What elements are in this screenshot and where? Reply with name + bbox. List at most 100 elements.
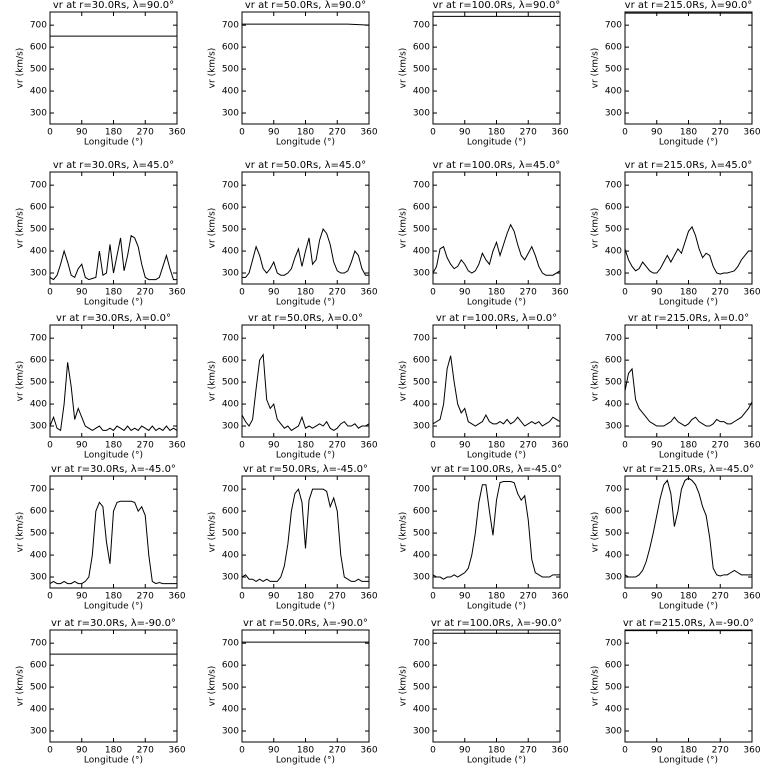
data-line <box>242 228 369 278</box>
x-tick-label: 270 <box>712 592 729 602</box>
plot-frame <box>432 629 561 743</box>
y-tick-label: 600 <box>605 507 622 517</box>
y-tick-label: 700 <box>605 181 622 191</box>
y-axis-label: vr (km/s) <box>208 666 218 707</box>
x-tick-label: 360 <box>168 288 185 298</box>
x-tick-label: 0 <box>430 288 436 298</box>
y-tick-label: 300 <box>30 573 47 583</box>
x-axis-label: Longitude (°) <box>467 756 526 766</box>
x-tick-label: 180 <box>680 441 697 451</box>
x-tick-label: 270 <box>137 746 154 756</box>
y-tick-label: 600 <box>605 356 622 366</box>
y-tick-label: 700 <box>30 21 47 31</box>
x-tick-label: 360 <box>360 441 377 451</box>
chart-title: vr at r=30.0Rs, λ=0.0° <box>56 313 171 324</box>
y-tick-label: 600 <box>413 507 430 517</box>
x-tick-label: 270 <box>712 288 729 298</box>
plot-frame <box>49 324 178 438</box>
x-tick-label: 0 <box>430 746 436 756</box>
y-tick-label: 600 <box>222 507 239 517</box>
x-tick-label: 180 <box>105 288 122 298</box>
y-tick-label: 500 <box>605 378 622 388</box>
data-line <box>241 353 370 432</box>
y-tick-label: 700 <box>222 485 239 495</box>
chart-title: vr at r=30.0Rs, λ=45.0° <box>53 160 174 171</box>
x-axis-label: Longitude (°) <box>467 138 526 148</box>
chart-title: vr at r=215.0Rs, λ=-45.0° <box>623 464 754 475</box>
x-tick-label: 180 <box>488 592 505 602</box>
y-tick-label: 400 <box>413 400 430 410</box>
chart-title: vr at r=30.0Rs, λ=90.0° <box>53 0 174 11</box>
x-axis-label: Longitude (°) <box>84 451 143 461</box>
y-tick-label: 500 <box>30 529 47 539</box>
x-axis-label: Longitude (°) <box>276 138 335 148</box>
y-tick-label: 600 <box>413 661 430 671</box>
plot-frame <box>624 324 753 438</box>
x-tick-label: 360 <box>551 128 568 138</box>
plot-frame <box>432 475 561 589</box>
x-tick-label: 0 <box>622 746 628 756</box>
y-tick-label: 300 <box>413 727 430 737</box>
plot-frame <box>241 475 370 589</box>
y-tick-label: 300 <box>605 422 622 432</box>
x-axis-label: Longitude (°) <box>276 756 335 766</box>
x-tick-label: 360 <box>551 288 568 298</box>
x-tick-label: 0 <box>622 441 628 451</box>
y-tick-label: 300 <box>222 573 239 583</box>
y-tick-label: 400 <box>222 87 239 97</box>
y-tick-label: 400 <box>413 705 430 715</box>
x-axis-label: Longitude (°) <box>467 602 526 612</box>
x-axis-label: Longitude (°) <box>659 298 718 308</box>
chart-title: vr at r=215.0Rs, λ=45.0° <box>625 160 753 171</box>
x-tick-label: 0 <box>47 746 53 756</box>
y-tick-label: 300 <box>222 269 239 279</box>
x-tick-label: 360 <box>168 746 185 756</box>
y-tick-label: 700 <box>222 181 239 191</box>
y-tick-label: 700 <box>605 639 622 649</box>
plot-frame <box>241 629 370 743</box>
x-axis-label: Longitude (°) <box>467 451 526 461</box>
x-axis-label: Longitude (°) <box>659 138 718 148</box>
chart-title: vr at r=215.0Rs, λ=-90.0° <box>623 618 754 629</box>
x-tick-label: 180 <box>105 128 122 138</box>
x-tick-label: 180 <box>488 288 505 298</box>
x-tick-label: 180 <box>297 592 314 602</box>
y-tick-label: 500 <box>30 225 47 235</box>
x-axis-label: Longitude (°) <box>276 602 335 612</box>
x-tick-label: 270 <box>520 128 537 138</box>
y-tick-label: 500 <box>413 65 430 75</box>
data-line <box>241 488 369 583</box>
y-axis-label: vr (km/s) <box>399 666 409 707</box>
y-tick-label: 600 <box>222 356 239 366</box>
y-tick-label: 300 <box>413 422 430 432</box>
y-tick-label: 600 <box>30 43 47 53</box>
y-axis-label: vr (km/s) <box>591 512 601 553</box>
x-tick-label: 90 <box>268 128 280 138</box>
chart-title: vr at r=50.0Rs, λ=90.0° <box>245 0 366 11</box>
y-tick-label: 600 <box>605 43 622 53</box>
y-axis-label: vr (km/s) <box>16 361 26 402</box>
x-tick-label: 180 <box>488 441 505 451</box>
x-tick-label: 90 <box>459 746 471 756</box>
x-tick-label: 90 <box>651 288 663 298</box>
y-tick-label: 300 <box>222 109 239 119</box>
x-tick-label: 180 <box>488 746 505 756</box>
y-axis-label: vr (km/s) <box>399 361 409 402</box>
data-line <box>624 477 752 578</box>
y-tick-label: 400 <box>222 551 239 561</box>
plot-frame <box>432 324 561 438</box>
y-axis-label: vr (km/s) <box>16 666 26 707</box>
x-tick-label: 90 <box>76 592 88 602</box>
y-tick-label: 400 <box>222 400 239 410</box>
y-tick-label: 300 <box>222 727 239 737</box>
plot-frame <box>241 324 370 438</box>
plot-frame <box>241 11 370 125</box>
y-tick-label: 300 <box>413 269 430 279</box>
x-tick-label: 180 <box>297 288 314 298</box>
x-tick-label: 0 <box>47 441 53 451</box>
x-tick-label: 360 <box>360 128 377 138</box>
plot-frame <box>432 171 561 285</box>
y-tick-label: 400 <box>30 705 47 715</box>
y-tick-label: 700 <box>30 485 47 495</box>
